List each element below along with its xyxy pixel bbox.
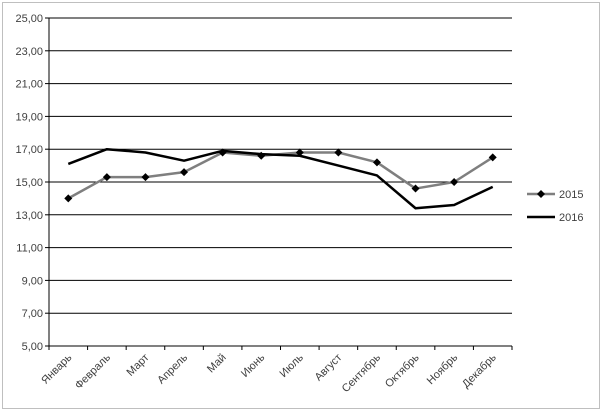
data-point-2015 xyxy=(102,173,111,182)
chart-frame xyxy=(2,2,600,409)
y-axis: 5,00 7,00 9,00 11,00 13,00 15,00 17,00 19,00 21,… xyxy=(15,13,50,353)
data-point-2015 xyxy=(141,173,150,182)
x-tick-label: Декабрь xyxy=(460,351,499,390)
data-point-2015 xyxy=(180,168,189,177)
y-tick-label: 17,00 xyxy=(15,144,43,156)
data-point-2015 xyxy=(372,158,381,167)
y-tick-label: 25,00 xyxy=(15,13,43,25)
data-point-2015 xyxy=(450,178,459,186)
legend-label: 2015 xyxy=(559,189,583,201)
y-tick-label: 19,00 xyxy=(15,111,43,123)
x-tick-label: Июнь xyxy=(239,351,267,379)
data-point-2015 xyxy=(334,148,343,157)
x-tick-label: Июль xyxy=(278,351,307,380)
x-tick-label: Январь xyxy=(39,351,74,386)
data-point-2015 xyxy=(411,184,420,193)
y-tick-label: 11,00 xyxy=(16,243,43,255)
x-tick-label: Февраль xyxy=(73,351,113,391)
data-point-2015 xyxy=(64,194,73,203)
x-tick-label: Октябрь xyxy=(383,351,422,390)
y-tick-label: 7,00 xyxy=(22,308,43,320)
data-point-2015 xyxy=(488,153,497,162)
legend-marker-2015 xyxy=(537,190,545,198)
y-tick-label: 9,00 xyxy=(22,275,43,287)
series-layer xyxy=(64,147,497,210)
y-tick-label: 23,00 xyxy=(15,46,43,58)
x-tick-label: Ноябрь xyxy=(425,351,461,387)
x-tick-label: Март xyxy=(124,352,151,379)
y-tick-label: 13,00 xyxy=(15,210,43,222)
y-tick-label: 5,00 xyxy=(22,341,43,353)
y-tick-label: 21,00 xyxy=(15,79,43,91)
legend: 2015 2016 xyxy=(527,189,583,224)
legend-label: 2016 xyxy=(559,212,583,224)
x-tick-label: Май xyxy=(205,352,229,376)
gridlines xyxy=(49,17,512,347)
y-tick-label: 15,00 xyxy=(15,177,43,189)
x-tick-label: Август xyxy=(313,352,345,384)
x-tick-label: Апрель xyxy=(155,351,190,386)
x-tick-label: Сентябрь xyxy=(340,351,384,395)
series-line-2015 xyxy=(67,151,494,200)
series-line-2016 xyxy=(67,147,494,210)
